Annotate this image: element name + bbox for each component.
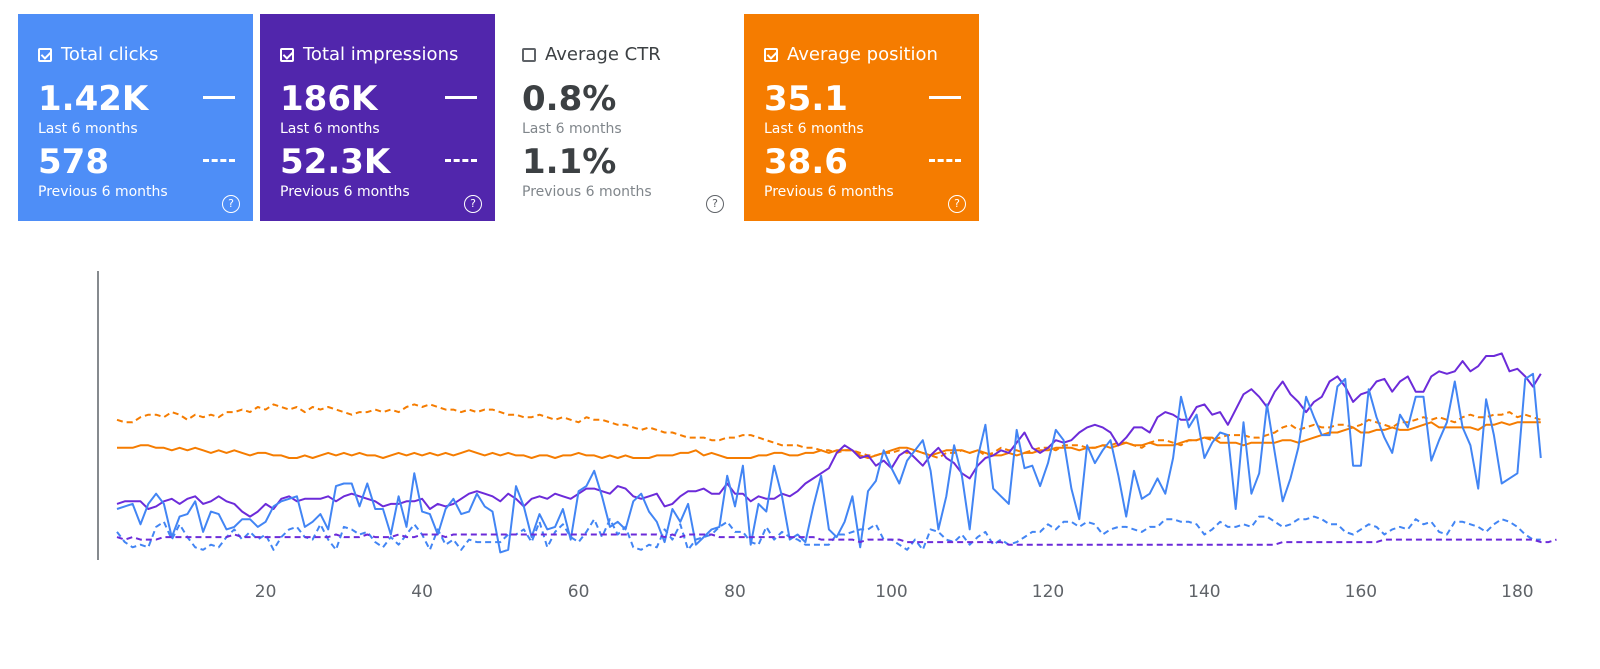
checkbox-checked-icon[interactable] xyxy=(764,47,778,62)
help-circle-icon[interactable]: ? xyxy=(464,195,482,213)
card-title: Total impressions xyxy=(303,44,459,65)
previous-period-label: Previous 6 months xyxy=(764,184,894,200)
x-tick-label: 60 xyxy=(568,582,590,602)
performance-line-chart: 20 40 60 80 100 120 140 160 180 xyxy=(97,271,1557,602)
x-tick-label: 180 xyxy=(1501,582,1533,602)
total-clicks-card[interactable]: Total clicks 1.42K Last 6 months 578 Pre… xyxy=(18,14,253,221)
series-layer xyxy=(116,352,1557,554)
card-header: Average position xyxy=(764,44,938,65)
x-tick-label: 100 xyxy=(875,582,907,602)
current-period-label: Last 6 months xyxy=(280,121,380,137)
series-line-impressions-prev xyxy=(116,533,1557,546)
card-header: Total clicks xyxy=(38,44,158,65)
previous-period-label: Previous 6 months xyxy=(38,184,168,200)
total-impressions-card[interactable]: Total impressions 186K Last 6 months 52.… xyxy=(260,14,495,221)
dashed-line-icon xyxy=(929,159,961,162)
card-title: Average CTR xyxy=(545,44,661,65)
solid-line-icon xyxy=(929,96,961,99)
current-period-label: Last 6 months xyxy=(764,121,864,137)
series-line-clicks-prev xyxy=(116,515,1541,551)
checkbox-checked-icon[interactable] xyxy=(38,47,52,62)
card-title: Average position xyxy=(787,44,938,65)
dashed-line-icon xyxy=(445,159,477,162)
average-ctr-card[interactable]: Average CTR 0.8% Last 6 months 1.1% Prev… xyxy=(502,14,737,221)
previous-value: 52.3K xyxy=(280,142,391,182)
series-line-position-prev xyxy=(116,403,1542,459)
checkbox-unchecked-icon[interactable] xyxy=(522,47,536,62)
dashed-line-icon xyxy=(203,159,235,162)
average-position-card[interactable]: Average position 35.1 Last 6 months 38.6… xyxy=(744,14,979,221)
help-circle-icon[interactable]: ? xyxy=(222,195,240,213)
current-value: 35.1 xyxy=(764,79,848,119)
series-line-clicks-cur xyxy=(116,372,1542,554)
previous-value: 38.6 xyxy=(764,142,848,182)
help-circle-icon[interactable]: ? xyxy=(948,195,966,213)
series-line-position-cur xyxy=(117,421,1541,459)
previous-value: 1.1% xyxy=(522,142,617,182)
x-tick-label: 80 xyxy=(724,582,746,602)
x-tick-labels: 20 40 60 80 100 120 140 160 180 xyxy=(255,582,1534,602)
x-tick-label: 20 xyxy=(255,582,277,602)
current-period-label: Last 6 months xyxy=(38,121,138,137)
card-header: Total impressions xyxy=(280,44,458,65)
card-header: Average CTR xyxy=(522,44,661,65)
current-value: 1.42K xyxy=(38,79,149,119)
solid-line-icon xyxy=(203,96,235,99)
x-tick-label: 120 xyxy=(1032,582,1064,602)
x-tick-label: 40 xyxy=(411,582,433,602)
checkbox-checked-icon[interactable] xyxy=(280,47,294,62)
previous-period-label: Previous 6 months xyxy=(522,184,652,200)
current-value: 0.8% xyxy=(522,79,617,119)
x-tick-label: 160 xyxy=(1345,582,1377,602)
x-tick-label: 140 xyxy=(1188,582,1220,602)
card-title: Total clicks xyxy=(61,44,159,65)
current-period-label: Last 6 months xyxy=(522,121,622,137)
previous-period-label: Previous 6 months xyxy=(280,184,410,200)
current-value: 186K xyxy=(280,79,378,119)
solid-line-icon xyxy=(445,96,477,99)
help-circle-icon[interactable]: ? xyxy=(706,195,724,213)
previous-value: 578 xyxy=(38,142,109,182)
